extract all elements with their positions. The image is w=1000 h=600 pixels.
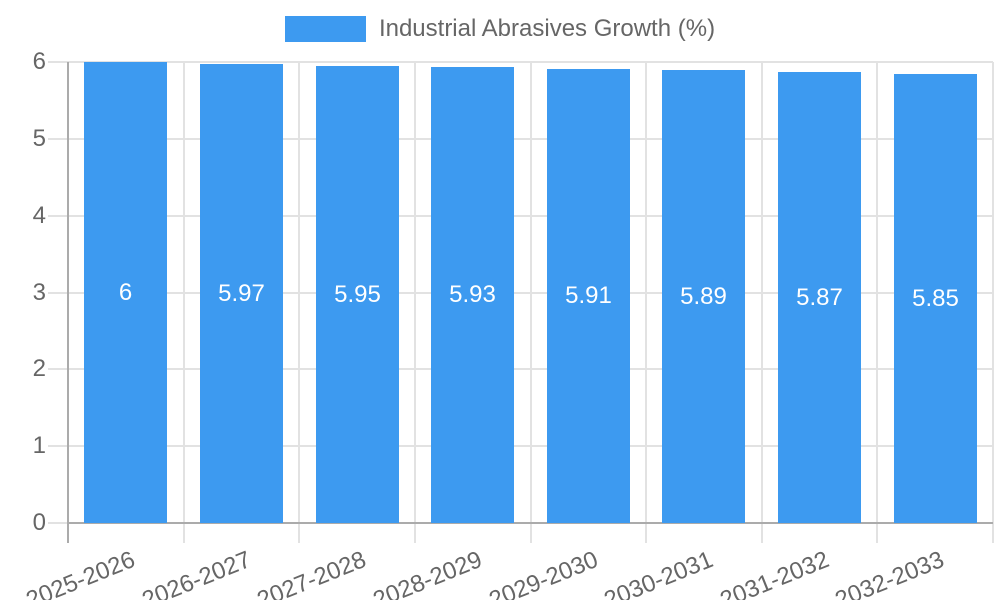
y-tick-label: 5	[32, 125, 46, 152]
x-tick-label: 2030-2031	[600, 546, 718, 600]
bar-value-label: 5.91	[565, 282, 612, 309]
bar-value-label: 5.97	[218, 279, 265, 307]
bar[interactable]: 5.95	[316, 66, 399, 523]
bar[interactable]: 5.97	[200, 64, 283, 523]
x-tick-label: 2029-2030	[484, 546, 602, 600]
x-tick-label: 2027-2028	[253, 546, 371, 600]
bar-value-label: 5.87	[796, 283, 843, 311]
x-tick-label: 2031-2032	[716, 546, 833, 600]
bar[interactable]: 5.89	[662, 70, 745, 523]
y-gridline	[48, 445, 993, 447]
bar[interactable]: 5.85	[894, 74, 977, 523]
y-axis-line	[67, 62, 69, 543]
x-gridline	[645, 62, 647, 543]
y-gridline	[48, 292, 993, 294]
bar-value-label: 5.89	[680, 282, 727, 310]
y-tick-label: 4	[32, 202, 46, 229]
bar-value-label: 5.95	[334, 280, 381, 308]
bar-value-label: 6	[118, 278, 133, 306]
bar[interactable]: 5.93	[431, 67, 514, 523]
x-tick-label: 2032-2033	[831, 546, 949, 600]
x-gridline	[992, 62, 994, 543]
x-gridline	[530, 62, 532, 543]
bar[interactable]: 6	[84, 62, 167, 523]
y-tick-label: 6	[32, 48, 46, 75]
y-tick-label: 3	[32, 279, 46, 306]
x-tick-label: 2025-2026	[22, 546, 139, 600]
x-tick-label: 2028-2029	[369, 546, 486, 600]
y-gridline	[48, 61, 993, 63]
y-tick-label: 0	[32, 509, 46, 536]
y-tick-label: 2	[32, 355, 46, 382]
bar-value-label: 5.93	[449, 281, 496, 308]
bar[interactable]: 5.87	[778, 72, 861, 523]
y-gridline	[48, 215, 993, 217]
x-gridline	[414, 62, 416, 543]
x-gridline	[761, 62, 763, 543]
legend-label: Industrial Abrasives Growth (%)	[378, 15, 716, 42]
x-gridline	[298, 62, 300, 543]
y-gridline	[48, 368, 993, 370]
legend[interactable]: Industrial Abrasives Growth (%)	[0, 16, 1000, 42]
x-axis-line	[68, 522, 993, 524]
bar[interactable]: 5.91	[547, 69, 630, 523]
bar-value-label: 5.85	[912, 284, 959, 312]
legend-swatch	[284, 16, 366, 42]
y-gridline	[48, 138, 993, 140]
x-gridline	[876, 62, 878, 543]
x-gridline	[183, 62, 185, 543]
y-tick-label: 1	[32, 432, 46, 459]
x-tick-label: 2026-2027	[138, 546, 255, 600]
